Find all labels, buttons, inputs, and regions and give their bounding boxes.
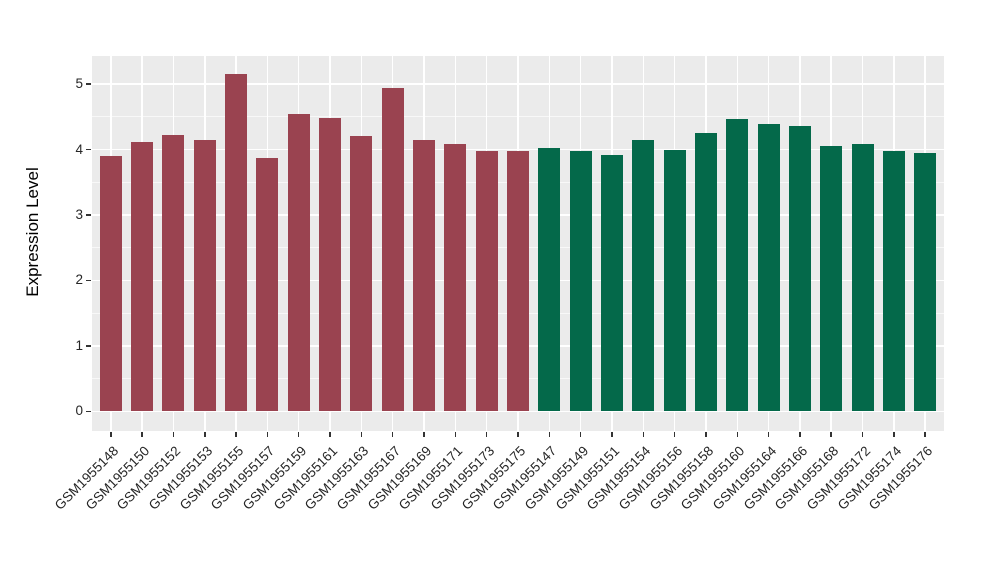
y-tick-mark (86, 214, 91, 216)
x-tick-mark (485, 432, 488, 437)
x-tick-mark (266, 432, 269, 437)
x-tick-mark (141, 432, 143, 437)
x-tick-mark (673, 432, 676, 437)
y-tick-label: 1 (75, 337, 83, 353)
x-tick-mark (767, 432, 770, 437)
x-tick-mark (861, 432, 864, 437)
bar-GSM1955176 (914, 152, 937, 412)
bar-GSM1955151 (601, 154, 623, 412)
bar-GSM1955159 (287, 113, 310, 412)
y-tick-mark (86, 345, 91, 347)
bar-GSM1955155 (225, 73, 248, 412)
bar-GSM1955152 (162, 134, 185, 412)
x-tick-mark (893, 432, 895, 437)
y-tick-label: 3 (75, 207, 83, 223)
bar-GSM1955156 (663, 149, 686, 412)
x-tick-mark (391, 432, 394, 437)
y-tick-mark (86, 148, 91, 151)
bar-GSM1955163 (350, 135, 373, 412)
x-tick-mark (454, 432, 457, 437)
x-tick-mark (642, 432, 645, 437)
bar-GSM1955166 (788, 126, 811, 412)
bar-GSM1955158 (694, 133, 717, 412)
x-tick-mark (579, 432, 582, 437)
y-tick-label: 2 (75, 272, 83, 288)
y-tick-label: 4 (75, 141, 83, 157)
bar-GSM1955171 (444, 144, 467, 412)
bar-GSM1955167 (381, 88, 404, 412)
bar-GSM1955150 (131, 141, 154, 412)
x-tick-mark (110, 432, 112, 437)
bar-GSM1955157 (256, 158, 279, 412)
x-tick-mark (297, 432, 300, 437)
y-tick-mark (86, 410, 91, 413)
x-tick-mark (548, 432, 551, 437)
bar-GSM1955149 (569, 150, 592, 412)
bar-GSM1955153 (193, 139, 216, 412)
x-tick-mark (799, 432, 801, 437)
x-tick-mark (517, 432, 519, 437)
x-tick-mark (360, 432, 363, 437)
bar-GSM1955173 (475, 150, 498, 412)
x-tick-mark (204, 432, 206, 437)
bar-GSM1955160 (726, 118, 749, 412)
y-axis-title: Expression Level (23, 166, 42, 297)
bar-GSM1955174 (882, 150, 905, 412)
x-tick-mark (830, 432, 832, 437)
bar-GSM1955147 (538, 147, 561, 412)
y-tick-label: 5 (75, 76, 83, 92)
bar-GSM1955175 (507, 150, 529, 412)
x-tick-mark (329, 432, 331, 437)
x-tick-mark (924, 432, 926, 437)
bar-GSM1955154 (632, 139, 655, 412)
bar-GSM1955148 (99, 156, 122, 412)
x-tick-mark (172, 432, 175, 437)
y-tick-label: 0 (75, 403, 83, 419)
x-tick-mark (611, 432, 613, 437)
bar-GSM1955161 (319, 118, 342, 412)
x-tick-mark (423, 432, 425, 437)
bar-GSM1955164 (757, 124, 780, 412)
bar-GSM1955169 (413, 139, 435, 412)
y-tick-mark (86, 83, 91, 85)
x-tick-mark (736, 432, 738, 437)
x-tick-mark (705, 432, 707, 437)
x-tick-mark (235, 432, 237, 437)
bar-GSM1955172 (851, 143, 874, 412)
bar-GSM1955168 (820, 145, 843, 412)
y-tick-mark (86, 279, 91, 282)
